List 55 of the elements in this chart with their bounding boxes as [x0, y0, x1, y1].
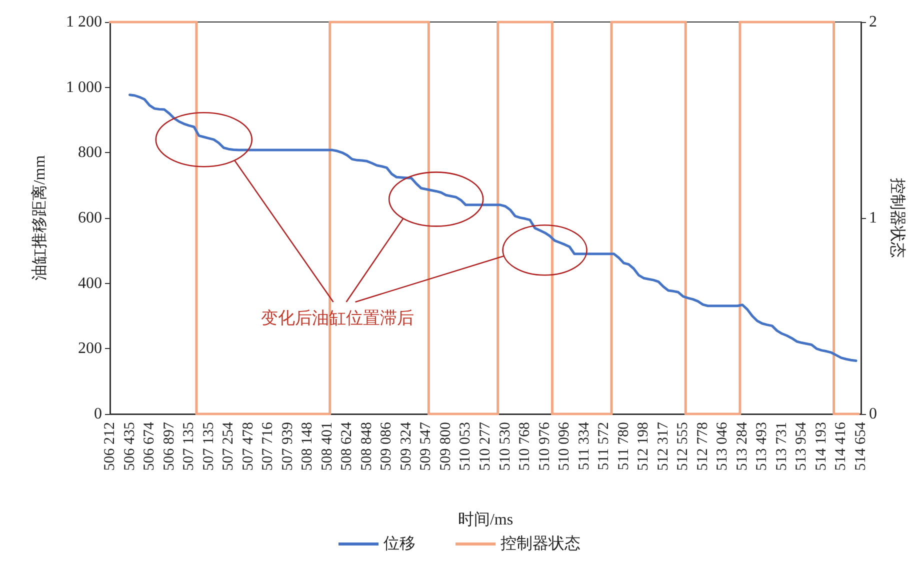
- y2-axis-title: 控制器状态: [888, 178, 906, 258]
- y-tick-label: 800: [78, 144, 102, 162]
- x-tick-label: 512 555: [675, 422, 692, 471]
- x-tick-label: 512 778: [694, 422, 711, 471]
- x-tick-label: 508 148: [300, 422, 316, 471]
- y-tick-label: 0: [94, 406, 102, 422]
- x-tick-label: 506 212: [102, 422, 118, 471]
- x-tick-label: 513 731: [774, 422, 790, 471]
- x-tick-label: 510 096: [556, 422, 573, 471]
- x-tick-label: 514 193: [813, 422, 830, 471]
- x-tick-label: 513 954: [794, 422, 810, 471]
- x-tick-label: 508 401: [319, 422, 336, 471]
- x-tick-label: 509 324: [398, 422, 414, 471]
- y2-tick-label: 1: [869, 210, 877, 226]
- x-tick-label: 508 624: [339, 422, 356, 471]
- x-tick-label: 513 046: [714, 422, 731, 471]
- x-tick-label: 513 493: [754, 422, 770, 471]
- x-tick-label: 509 086: [378, 422, 395, 471]
- x-tick-label: 507 135: [181, 422, 198, 471]
- y2-tick-label: 2: [869, 14, 877, 30]
- y-tick-label: 1 200: [66, 14, 102, 30]
- legend-label: 位移: [384, 536, 416, 552]
- y-tick-label: 200: [78, 340, 102, 358]
- x-tick-label: 511 572: [596, 422, 612, 470]
- x-tick-label: 511 780: [616, 422, 632, 470]
- x-axis-title: 时间/ms: [458, 510, 514, 528]
- x-tick-label: 514 654: [853, 422, 869, 471]
- y-tick-label: 1 000: [66, 78, 102, 96]
- line-series: [128, 94, 858, 362]
- x-tick-label: 507 939: [280, 422, 296, 471]
- x-tick-label: 508 848: [358, 422, 375, 471]
- x-tick-label: 507 135: [200, 422, 217, 471]
- x-tick-label: 513 284: [734, 422, 750, 471]
- x-tick-label: 506 897: [161, 422, 178, 471]
- x-tick-label: 507 716: [260, 422, 276, 471]
- x-tick-label: 510 768: [517, 422, 534, 471]
- y-tick-label: 600: [78, 210, 102, 226]
- x-tick-label: 510 277: [478, 422, 494, 471]
- y-axis-title: 油缸推移距离/mm: [30, 154, 48, 281]
- legend-label: 控制器状态: [500, 534, 580, 552]
- x-tick-label: 514 416: [833, 422, 850, 471]
- y-tick-label: 400: [78, 274, 102, 292]
- x-tick-label: 511 334: [576, 422, 592, 470]
- x-tick-label: 512 198: [636, 422, 652, 471]
- x-tick-label: 509 800: [438, 422, 454, 471]
- x-tick-label: 506 674: [142, 422, 158, 471]
- x-tick-label: 510 976: [536, 422, 553, 471]
- y2-tick-label: 0: [869, 406, 877, 422]
- x-tick-label: 506 435: [122, 422, 138, 471]
- x-tick-label: 507 254: [220, 422, 237, 471]
- x-tick-label: 509 547: [418, 422, 434, 471]
- x-tick-label: 512 317: [655, 422, 672, 471]
- x-tick-label: 510 053: [458, 422, 474, 471]
- x-tick-label: 507 478: [240, 422, 256, 471]
- x-tick-label: 510 530: [497, 422, 514, 471]
